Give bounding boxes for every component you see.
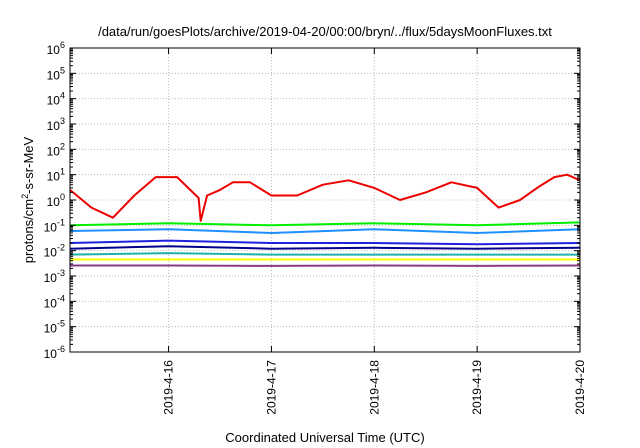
y-tick-label-base: 10	[44, 246, 58, 260]
series-line	[69, 228, 581, 234]
series-line	[69, 173, 581, 222]
y-tick-label-exponent: -5	[57, 319, 65, 329]
y-tick-label-base: 10	[47, 119, 61, 133]
y-tick-label: 100	[47, 192, 65, 209]
series-line	[69, 221, 581, 227]
y-tick-label-exponent: -2	[57, 243, 65, 253]
series-line	[69, 252, 580, 256]
x-axis: 2019-4-16 2019-4-17 2019-4-18 2019-4-19 2019…	[162, 48, 587, 415]
y-tick-label: 10-4	[44, 293, 65, 310]
y-tick-label-exponent: 5	[60, 65, 65, 75]
y-tick-label: 102	[47, 141, 65, 158]
y-axis-label: protons/cm2-s-sr-MeV	[20, 136, 36, 263]
y-tick-label-base: 10	[47, 43, 61, 57]
x-tick-label: 2019-4-18	[367, 360, 381, 415]
y-tick-label-exponent: -1	[57, 217, 65, 227]
y-tick-label-exponent: 2	[60, 141, 65, 151]
x-tick-label: 2019-4-19	[470, 360, 484, 415]
y-tick-label-base: 10	[47, 144, 61, 158]
chart-title: /data/run/goesPlots/archive/2019-04-20/0…	[98, 24, 552, 39]
y-tick-label-exponent: -4	[57, 293, 65, 303]
y-tick-label: 106	[47, 40, 65, 57]
y-tick-label-base: 10	[44, 296, 58, 310]
grid-lines	[70, 48, 581, 352]
y-tick-label-exponent: 6	[60, 40, 65, 50]
y-tick-label-base: 10	[47, 68, 61, 82]
x-tick-label: 2019-4-17	[264, 360, 278, 415]
x-axis-label: Coordinated Universal Time (UTC)	[225, 430, 424, 445]
y-tick-label: 103	[47, 116, 65, 133]
y-tick-label: 104	[47, 91, 65, 108]
y-axis-label-suffix: -s-sr-MeV	[21, 136, 36, 193]
series-layer	[69, 173, 581, 267]
y-tick-label: 10-5	[44, 319, 65, 336]
y-tick-label-exponent: -6	[57, 344, 65, 354]
y-tick-label-exponent: 1	[60, 167, 65, 177]
x-tick-label: 2019-4-20	[573, 360, 587, 415]
y-tick-label-base: 10	[44, 347, 58, 361]
y-tick-label-exponent: -3	[57, 268, 65, 278]
y-axis: 10-610-510-410-310-210-11001011021031041…	[44, 40, 580, 361]
y-tick-label-base: 10	[44, 322, 58, 336]
y-tick-label-exponent: 0	[60, 192, 65, 202]
y-tick-label: 10-1	[44, 217, 65, 234]
y-tick-label-base: 10	[47, 195, 61, 209]
y-tick-label: 10-3	[44, 268, 65, 285]
y-axis-label-superscript: 2	[20, 194, 30, 199]
y-tick-label: 101	[47, 167, 65, 184]
y-axis-label-prefix: protons/cm	[21, 199, 36, 263]
series-line	[69, 239, 581, 246]
y-tick-label-base: 10	[47, 170, 61, 184]
y-tick-label-base: 10	[44, 271, 58, 285]
y-tick-label: 105	[47, 65, 65, 82]
y-tick-label-exponent: 3	[60, 116, 65, 126]
x-tick-label: 2019-4-16	[162, 360, 176, 415]
y-tick-label-base: 10	[47, 94, 61, 108]
series-line	[69, 245, 581, 250]
y-tick-label-exponent: 4	[60, 91, 65, 101]
y-tick-label: 10-2	[44, 243, 65, 260]
y-tick-label-base: 10	[44, 220, 58, 234]
y-tick-label: 10-6	[44, 344, 65, 361]
